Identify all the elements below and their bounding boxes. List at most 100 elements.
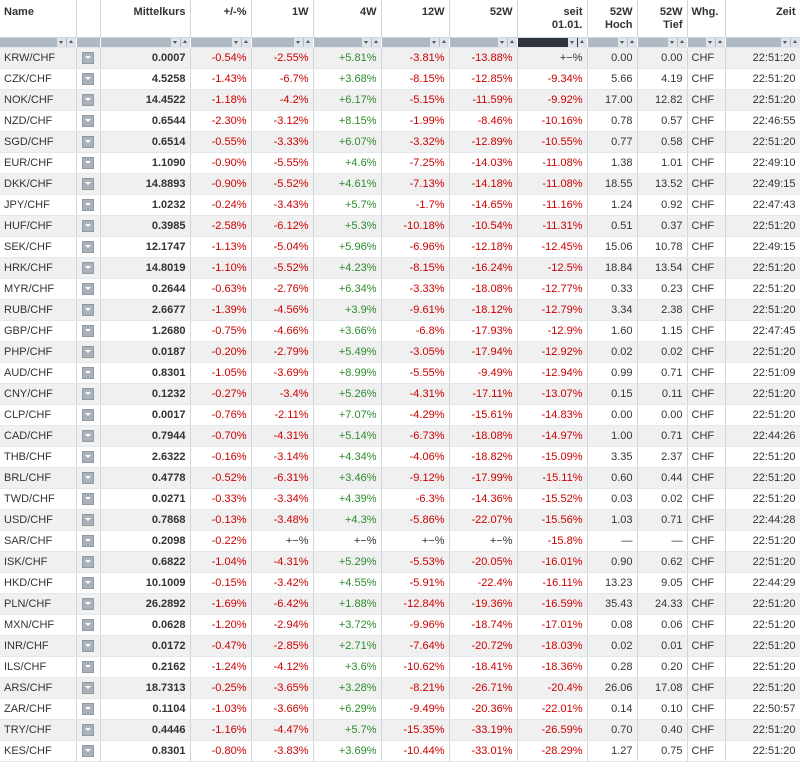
table-row[interactable]: SEK/CHF 12.1747 -1.13% -5.04% +5.96% -6.96% -1… xyxy=(0,236,800,258)
dropdown-menu-icon[interactable] xyxy=(82,325,94,338)
table-row[interactable]: NOK/CHF 14.4522 -1.18% -4.2% +6.17% -5.15% -11… xyxy=(0,89,800,111)
currency-pair[interactable]: AUD/CHF xyxy=(0,362,77,384)
table-row[interactable]: ZAR/CHF 0.1104 -1.03% -3.66% +6.29% -9.49% -20… xyxy=(0,698,800,720)
table-row[interactable]: SAR/CHF 0.2098 -0.22% +−% +−% +−% +−% -15.8% — — C… xyxy=(0,530,800,552)
sort-ascending-icon[interactable] xyxy=(677,38,686,47)
table-row[interactable]: GBP/CHF 1.2680 -0.75% -4.66% +3.66% -6.8% -17.… xyxy=(0,320,800,342)
currency-pair[interactable]: TRY/CHF xyxy=(0,719,77,741)
dropdown-menu-icon[interactable] xyxy=(82,430,94,443)
dropdown-menu-icon[interactable] xyxy=(82,472,94,485)
sort-ascending-icon[interactable] xyxy=(790,38,799,47)
currency-pair[interactable]: KRW/CHF xyxy=(0,47,77,69)
dropdown-menu-icon[interactable] xyxy=(82,556,94,569)
currency-pair[interactable]: SGD/CHF xyxy=(0,131,77,153)
header-52w[interactable]: 52W xyxy=(449,0,518,38)
sort-descending-icon[interactable] xyxy=(170,38,180,47)
dropdown-menu-icon[interactable] xyxy=(82,598,94,611)
dropdown-menu-icon[interactable] xyxy=(82,640,94,653)
currency-pair[interactable]: USD/CHF xyxy=(0,509,77,531)
sort-descending-icon[interactable] xyxy=(429,38,439,47)
currency-pair[interactable]: GBP/CHF xyxy=(0,320,77,342)
header-52w-tief[interactable]: 52W Tief xyxy=(637,0,688,38)
dropdown-menu-icon[interactable] xyxy=(82,388,94,401)
dropdown-menu-icon[interactable] xyxy=(82,115,94,128)
sort-descending-icon[interactable] xyxy=(361,38,371,47)
table-row[interactable]: TWD/CHF 0.0271 -0.33% -3.34% +4.39% -6.3% -14.… xyxy=(0,488,800,510)
header-zeit[interactable]: Zeit xyxy=(725,0,800,38)
table-row[interactable]: INR/CHF 0.0172 -0.47% -2.85% +2.71% -7.64% -20… xyxy=(0,635,800,657)
currency-pair[interactable]: KES/CHF xyxy=(0,740,77,762)
sort-ascending-icon[interactable] xyxy=(627,38,636,47)
table-row[interactable]: MYR/CHF 0.2644 -0.63% -2.76% +6.34% -3.33% -18… xyxy=(0,278,800,300)
table-row[interactable]: RUB/CHF 2.6677 -1.39% -4.56% +3.9% -9.61% -18.… xyxy=(0,299,800,321)
dropdown-menu-icon[interactable] xyxy=(82,661,94,674)
dropdown-menu-icon[interactable] xyxy=(82,136,94,149)
table-row[interactable]: HUF/CHF 0.3985 -2.58% -6.12% +5.3% -10.18% -10… xyxy=(0,215,800,237)
currency-pair[interactable]: PHP/CHF xyxy=(0,341,77,363)
sort-ascending-icon[interactable] xyxy=(507,38,516,47)
currency-pair[interactable]: MXN/CHF xyxy=(0,614,77,636)
table-row[interactable]: HRK/CHF 14.8019 -1.10% -5.52% +4.23% -8.15% -1… xyxy=(0,257,800,279)
table-row[interactable]: JPY/CHF 1.0232 -0.24% -3.43% +5.7% -1.7% -14.6… xyxy=(0,194,800,216)
currency-pair[interactable]: HUF/CHF xyxy=(0,215,77,237)
dropdown-menu-icon[interactable] xyxy=(82,220,94,233)
dropdown-menu-icon[interactable] xyxy=(82,619,94,632)
sort-descending-icon[interactable] xyxy=(567,38,577,47)
dropdown-menu-icon[interactable] xyxy=(82,304,94,317)
sort-ascending-icon[interactable] xyxy=(577,38,586,47)
dropdown-menu-icon[interactable] xyxy=(82,94,94,107)
currency-pair[interactable]: TWD/CHF xyxy=(0,488,77,510)
currency-pair[interactable]: INR/CHF xyxy=(0,635,77,657)
table-row[interactable]: PLN/CHF 26.2892 -1.69% -6.42% +1.88% -12.84% -… xyxy=(0,593,800,615)
currency-pair[interactable]: ISK/CHF xyxy=(0,551,77,573)
table-row[interactable]: NZD/CHF 0.6544 -2.30% -3.12% +8.15% -1.99% -8.… xyxy=(0,110,800,132)
currency-pair[interactable]: CNY/CHF xyxy=(0,383,77,405)
header-1w[interactable]: 1W xyxy=(251,0,314,38)
dropdown-menu-icon[interactable] xyxy=(82,577,94,590)
currency-pair[interactable]: HRK/CHF xyxy=(0,257,77,279)
dropdown-menu-icon[interactable] xyxy=(82,283,94,296)
currency-pair[interactable]: NZD/CHF xyxy=(0,110,77,132)
table-row[interactable]: AUD/CHF 0.8301 -1.05% -3.69% +8.99% -5.55% -9.… xyxy=(0,362,800,384)
dropdown-menu-icon[interactable] xyxy=(82,367,94,380)
sort-descending-icon[interactable] xyxy=(705,38,715,47)
currency-pair[interactable]: HKD/CHF xyxy=(0,572,77,594)
currency-pair[interactable]: JPY/CHF xyxy=(0,194,77,216)
currency-pair[interactable]: RUB/CHF xyxy=(0,299,77,321)
sort-ascending-icon[interactable] xyxy=(371,38,380,47)
sort-ascending-icon[interactable] xyxy=(180,38,189,47)
table-row[interactable]: EUR/CHF 1.1090 -0.90% -5.55% +4.6% -7.25% -14.… xyxy=(0,152,800,174)
dropdown-menu-icon[interactable] xyxy=(82,724,94,737)
table-row[interactable]: ILS/CHF 0.2162 -1.24% -4.12% +3.6% -10.62% -18… xyxy=(0,656,800,678)
currency-pair[interactable]: ILS/CHF xyxy=(0,656,77,678)
currency-pair[interactable]: NOK/CHF xyxy=(0,89,77,111)
currency-pair[interactable]: MYR/CHF xyxy=(0,278,77,300)
table-row[interactable]: KRW/CHF 0.0007 -0.54% -2.55% +5.81% -3.81% -13… xyxy=(0,47,800,69)
table-row[interactable]: CAD/CHF 0.7944 -0.70% -4.31% +5.14% -6.73% -18… xyxy=(0,425,800,447)
dropdown-menu-icon[interactable] xyxy=(82,241,94,254)
header-name[interactable]: Name xyxy=(0,0,77,38)
sort-descending-icon[interactable] xyxy=(231,38,241,47)
table-row[interactable]: SGD/CHF 0.6514 -0.55% -3.33% +6.07% -3.32% -12… xyxy=(0,131,800,153)
currency-pair[interactable]: ARS/CHF xyxy=(0,677,77,699)
currency-pair[interactable]: THB/CHF xyxy=(0,446,77,468)
currency-pair[interactable]: DKK/CHF xyxy=(0,173,77,195)
sort-descending-icon[interactable] xyxy=(497,38,507,47)
table-row[interactable]: CZK/CHF 4.5258 -1.43% -6.7% +3.68% -8.15% -12.… xyxy=(0,68,800,90)
currency-pair[interactable]: BRL/CHF xyxy=(0,467,77,489)
header-52w-hoch[interactable]: 52W Hoch xyxy=(587,0,638,38)
table-row[interactable]: BRL/CHF 0.4778 -0.52% -6.31% +3.46% -9.12% -17… xyxy=(0,467,800,489)
sort-descending-icon[interactable] xyxy=(780,38,790,47)
dropdown-menu-icon[interactable] xyxy=(82,535,94,548)
dropdown-menu-icon[interactable] xyxy=(82,199,94,212)
header-whg[interactable]: Whg. xyxy=(687,0,726,38)
table-row[interactable]: ARS/CHF 18.7313 -0.25% -3.65% +3.28% -8.21% -2… xyxy=(0,677,800,699)
currency-pair[interactable]: SEK/CHF xyxy=(0,236,77,258)
dropdown-menu-icon[interactable] xyxy=(82,178,94,191)
table-row[interactable]: THB/CHF 2.6322 -0.16% -3.14% +4.34% -4.06% -18… xyxy=(0,446,800,468)
dropdown-menu-icon[interactable] xyxy=(82,745,94,758)
currency-pair[interactable]: PLN/CHF xyxy=(0,593,77,615)
table-row[interactable]: KES/CHF 0.8301 -0.80% -3.83% +3.69% -10.44% -3… xyxy=(0,740,800,762)
table-row[interactable]: CNY/CHF 0.1232 -0.27% -3.4% +5.26% -4.31% -17.… xyxy=(0,383,800,405)
dropdown-menu-icon[interactable] xyxy=(82,73,94,86)
